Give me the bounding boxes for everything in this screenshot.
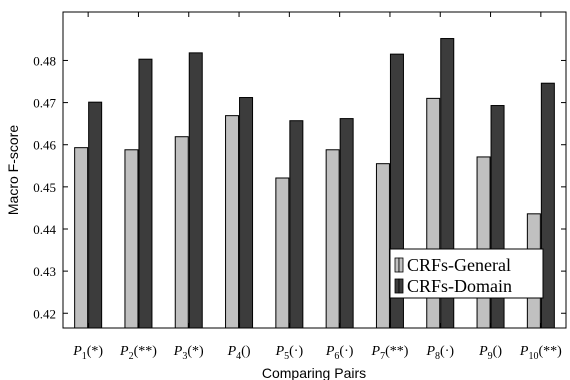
x-tick-label: P10(**) [519, 344, 562, 362]
legend-label-crfs-domain: CRFs-Domain [407, 276, 512, 296]
ticks-layer [63, 12, 566, 328]
x-tick-label: P4() [227, 344, 251, 362]
y-tick-label: 0.43 [33, 264, 56, 279]
bar-crfs-general [174, 136, 189, 329]
y-tick-label: 0.42 [33, 306, 56, 321]
y-tick-label: 0.48 [33, 53, 56, 68]
bar-crfs-domain [239, 97, 254, 329]
legend-label-crfs-general: CRFs-General [407, 255, 511, 275]
bar-crfs-general [476, 156, 491, 329]
bar-crfs-domain [339, 118, 354, 329]
bar-crfs-general [375, 163, 390, 329]
bar-crfs-domain [138, 58, 153, 329]
bar-crfs-domain [188, 52, 203, 329]
bar-crfs-general [325, 149, 340, 329]
y-tick-label: 0.46 [33, 138, 56, 153]
labels-layer: 0.42 0.43 0.44 0.45 0.46 0.47 0.48 P1(*) P2(**) P… [33, 53, 562, 362]
x-tick-label: P8(·) [425, 344, 454, 362]
legend: CRFs-General CRFs-Domain [389, 248, 544, 299]
y-tick-label: 0.45 [33, 180, 56, 195]
x-tick-label: P3(*) [173, 344, 204, 362]
x-tick-label: P6(·) [325, 344, 354, 362]
x-tick-label: P2(**) [119, 344, 157, 362]
x-axis-label: Comparing Pairs [262, 365, 366, 380]
legend-swatch-crfs-general-2 [398, 257, 404, 273]
bar-crfs-general [124, 149, 139, 329]
y-tick-label: 0.44 [33, 222, 56, 237]
plot-frame [62, 11, 567, 329]
x-tick-label: P9() [478, 344, 502, 362]
bars-layer [74, 38, 555, 329]
x-tick-label: P1(*) [72, 344, 103, 362]
y-tick-label: 0.47 [33, 96, 56, 111]
bar-crfs-domain [289, 120, 304, 329]
bar-crfs-general [74, 147, 89, 329]
legend-swatch-crfs-domain-2 [398, 278, 404, 294]
x-tick-label: P5(·) [275, 344, 304, 362]
x-tick-label: P7(**) [371, 344, 409, 362]
bar-crfs-general [225, 115, 240, 329]
bar-crfs-general [275, 177, 290, 329]
legend-swatch-crfs-domain [394, 278, 400, 294]
y-axis-label: Macro F-score [5, 125, 21, 215]
bar-crfs-domain [88, 101, 103, 329]
legend-swatch-crfs-general [394, 257, 400, 273]
legend-box [389, 248, 544, 299]
